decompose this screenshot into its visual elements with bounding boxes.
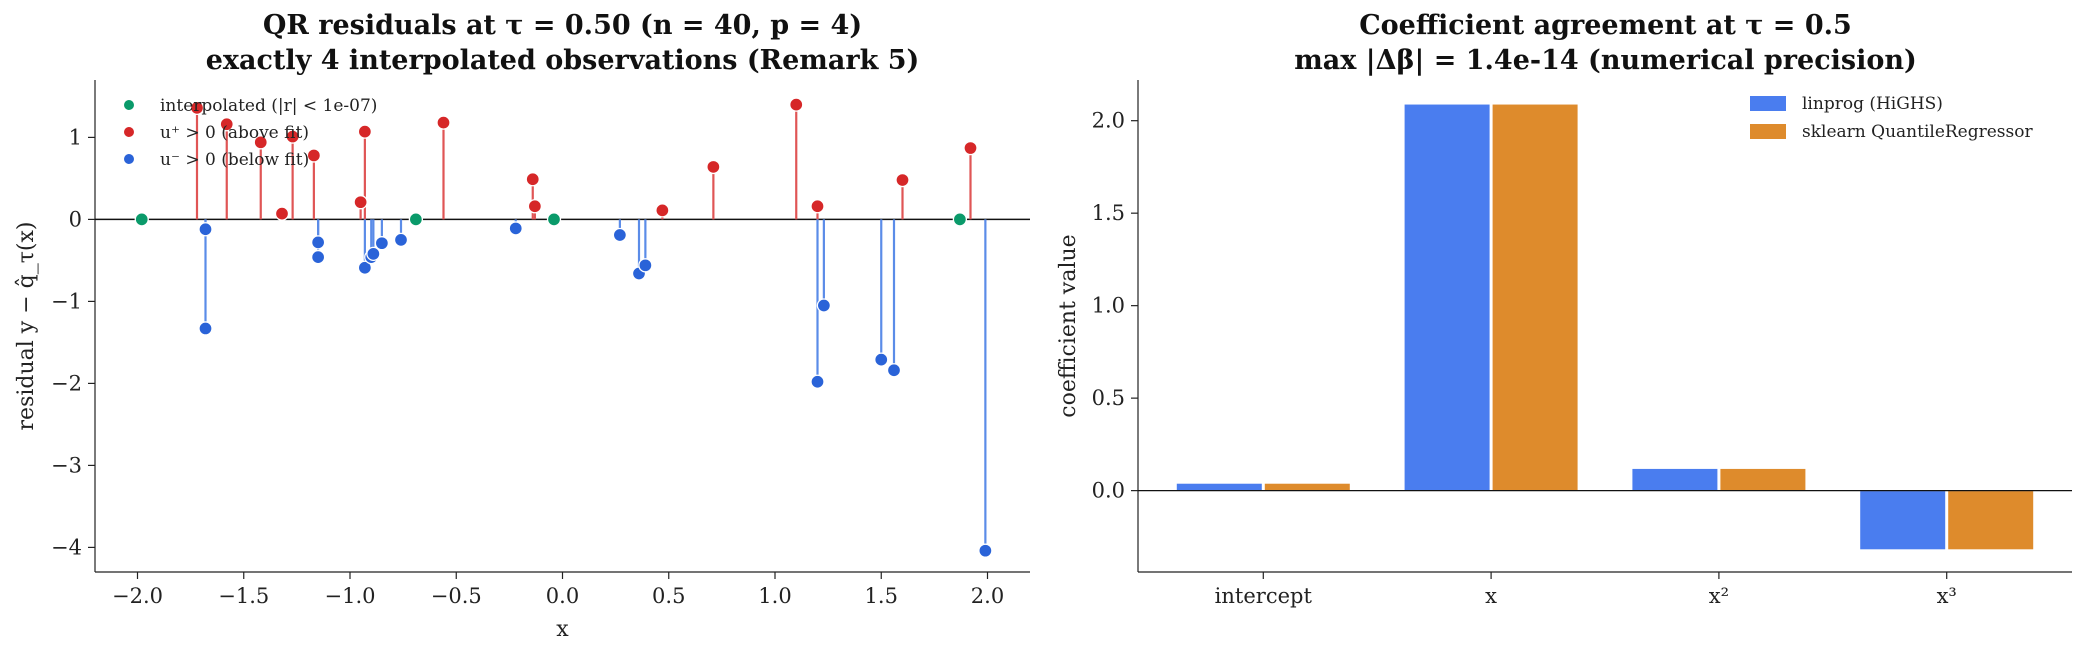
left-x-tick-label: 1.5 <box>865 584 898 608</box>
right-y-tick-label: 1.5 <box>1092 201 1125 225</box>
right-y-tick-label: 1.0 <box>1092 294 1125 318</box>
legend-label-above: u⁺ > 0 (above fit) <box>160 123 309 143</box>
legend-marker-interpolated <box>123 99 135 111</box>
right-y-tick-label: 0.0 <box>1092 479 1125 503</box>
right-category-label: x <box>1485 584 1497 608</box>
point-interpolated <box>408 212 424 227</box>
left-x-tick-label: 0.0 <box>546 584 579 608</box>
point-below <box>374 236 390 251</box>
right-y-tick-label: 2.0 <box>1092 109 1125 133</box>
left-y-tick-label: −3 <box>51 453 82 477</box>
point-below <box>366 246 381 261</box>
legend-label-interpolated: interpolated (|r| < 1e-07) <box>160 96 377 116</box>
right-category-label: x³ <box>1937 584 1957 608</box>
point-above <box>357 124 373 139</box>
left-x-tick-label: −2.0 <box>112 584 163 608</box>
bar-sklearn <box>1491 103 1579 492</box>
point-below <box>978 543 993 558</box>
left-x-tick-label: 0.5 <box>652 584 685 608</box>
point-above <box>219 117 234 132</box>
legend-swatch-linprog <box>1750 96 1786 111</box>
bar-sklearn <box>1719 467 1807 492</box>
point-below <box>393 232 409 248</box>
right-category-label: x² <box>1709 584 1729 608</box>
point-above <box>436 115 451 130</box>
point-above <box>655 203 670 218</box>
left-y-tick-label: −4 <box>51 535 82 559</box>
point-below <box>508 221 523 236</box>
right-title-line2: max |Δβ| = 1.4e-14 (numerical precision) <box>1294 45 1917 76</box>
left-title-line2: exactly 4 interpolated observations (Rem… <box>205 45 920 76</box>
point-below <box>638 258 653 273</box>
point-above <box>527 199 543 214</box>
point-above <box>525 172 540 187</box>
point-below <box>310 249 326 265</box>
point-above <box>706 159 721 175</box>
bar-linprog <box>1175 482 1263 492</box>
point-above <box>253 135 268 150</box>
point-below <box>874 352 889 367</box>
right-y-axis-label: coefficient value <box>1056 234 1081 417</box>
right-chart-title: Coefficient agreement at τ = 0.5 max |Δβ… <box>1138 8 2073 78</box>
point-below <box>816 298 832 313</box>
bar-linprog <box>1859 490 1947 551</box>
legend-label-linprog: linprog (HiGHS) <box>1802 94 1943 114</box>
point-above <box>306 148 322 163</box>
right-title-line1: Coefficient agreement at τ = 0.5 <box>1359 10 1852 41</box>
bar-sklearn <box>1263 482 1351 492</box>
left-y-tick-label: −2 <box>51 371 82 395</box>
point-below <box>886 363 902 378</box>
right-category-label: intercept <box>1215 584 1313 608</box>
point-above <box>895 172 910 188</box>
bar-linprog <box>1403 103 1491 492</box>
left-x-tick-label: −1.0 <box>325 584 376 608</box>
point-below <box>198 321 213 336</box>
left-x-axis-label: x <box>556 617 569 642</box>
left-y-tick-label: −1 <box>51 289 82 313</box>
left-x-tick-label: 2.0 <box>971 584 1004 608</box>
bar-sklearn <box>1947 490 2035 551</box>
point-below <box>357 260 373 275</box>
legend-marker-above <box>123 126 135 138</box>
point-interpolated <box>952 212 968 227</box>
coefficient-chart: intercept x x² x³ 2.0 1.5 1.0 0.5 0.0 coefficient… <box>1056 80 2072 608</box>
point-above <box>274 206 290 221</box>
point-above <box>810 199 825 214</box>
left-y-axis-label: residual y − q̂_τ(x) <box>14 222 39 431</box>
legend-marker-below <box>123 153 135 165</box>
point-below <box>612 227 628 243</box>
legend-swatch-sklearn <box>1750 124 1786 139</box>
left-y-tick-label: 1 <box>69 125 82 149</box>
left-y-tick-label: 0 <box>69 207 82 231</box>
legend-label-below: u⁻ > 0 (below fit) <box>160 150 309 170</box>
residual-chart: −2.0 −1.5 −1.0 −0.5 0.0 0.5 1.0 1.5 2.0 1 0 −1 −2 −3 −… <box>14 80 1030 642</box>
point-above <box>353 195 368 210</box>
point-above <box>963 140 978 156</box>
point-above <box>789 97 804 112</box>
point-below <box>810 374 825 389</box>
point-interpolated <box>134 212 149 227</box>
left-title-line1: QR residuals at τ = 0.50 (n = 40, p = 4) <box>262 10 863 41</box>
left-x-tick-label: 1.0 <box>758 584 791 608</box>
point-above <box>285 129 300 144</box>
left-x-tick-label: −1.5 <box>218 584 269 608</box>
right-y-tick-label: 0.5 <box>1092 386 1125 410</box>
bar-linprog <box>1631 467 1719 492</box>
point-below <box>198 222 213 237</box>
point-above <box>189 100 205 116</box>
point-interpolated <box>546 212 562 227</box>
point-below <box>310 235 326 250</box>
left-chart-title: QR residuals at τ = 0.50 (n = 40, p = 4)… <box>95 8 1030 78</box>
legend-label-sklearn: sklearn QuantileRegressor <box>1802 122 2033 142</box>
left-x-tick-label: −0.5 <box>431 584 482 608</box>
